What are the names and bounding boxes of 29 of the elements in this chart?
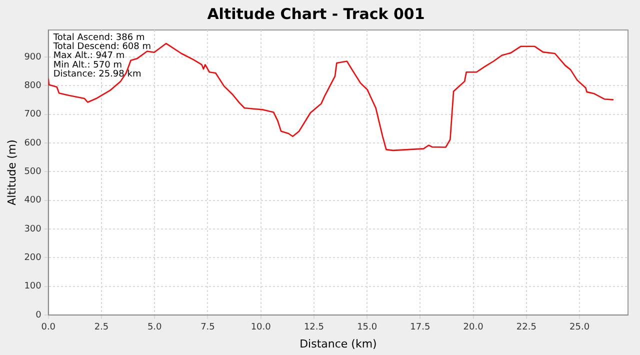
y-tick-label: 500 xyxy=(24,166,42,177)
x-tick-label: 25.0 xyxy=(570,322,590,333)
annotation: Max Alt.: 947 m xyxy=(53,51,125,62)
y-tick-label: 100 xyxy=(24,282,42,292)
annotation: Min Alt.: 570 m xyxy=(53,60,122,70)
x-tick-label: 20.0 xyxy=(463,322,484,333)
y-tick-label: 900 xyxy=(24,52,42,62)
x-tick-label: 22.5 xyxy=(516,322,536,333)
x-tick-label: 12.5 xyxy=(304,322,324,333)
x-tick-label: 0.0 xyxy=(41,322,56,333)
y-tick-label: 200 xyxy=(24,253,42,263)
x-tick-label: 7.5 xyxy=(200,322,215,333)
x-tick-label: 5.0 xyxy=(147,322,162,333)
x-tick-label: 17.5 xyxy=(410,322,430,333)
annotation: Total Ascend: 386 m xyxy=(52,32,145,43)
x-tick-label: 15.0 xyxy=(357,322,378,333)
y-axis-title: Altitude (m) xyxy=(5,140,18,206)
y-tick-label: 0 xyxy=(36,310,42,320)
y-tick-label: 400 xyxy=(24,196,42,206)
y-tick-label: 700 xyxy=(24,110,42,120)
y-tick-label: 300 xyxy=(24,224,42,234)
annotation: Distance: 25.98 km xyxy=(53,70,142,80)
chart-title: Altitude Chart - Track 001 xyxy=(207,4,425,23)
y-tick-label: 800 xyxy=(24,80,42,91)
x-tick-label: 2.5 xyxy=(94,322,109,333)
x-tick-label: 10.0 xyxy=(250,322,272,333)
x-axis-title: Distance (km) xyxy=(300,337,377,350)
annotation: Total Descend: 608 m xyxy=(52,42,152,52)
y-tick-label: 600 xyxy=(24,138,42,148)
